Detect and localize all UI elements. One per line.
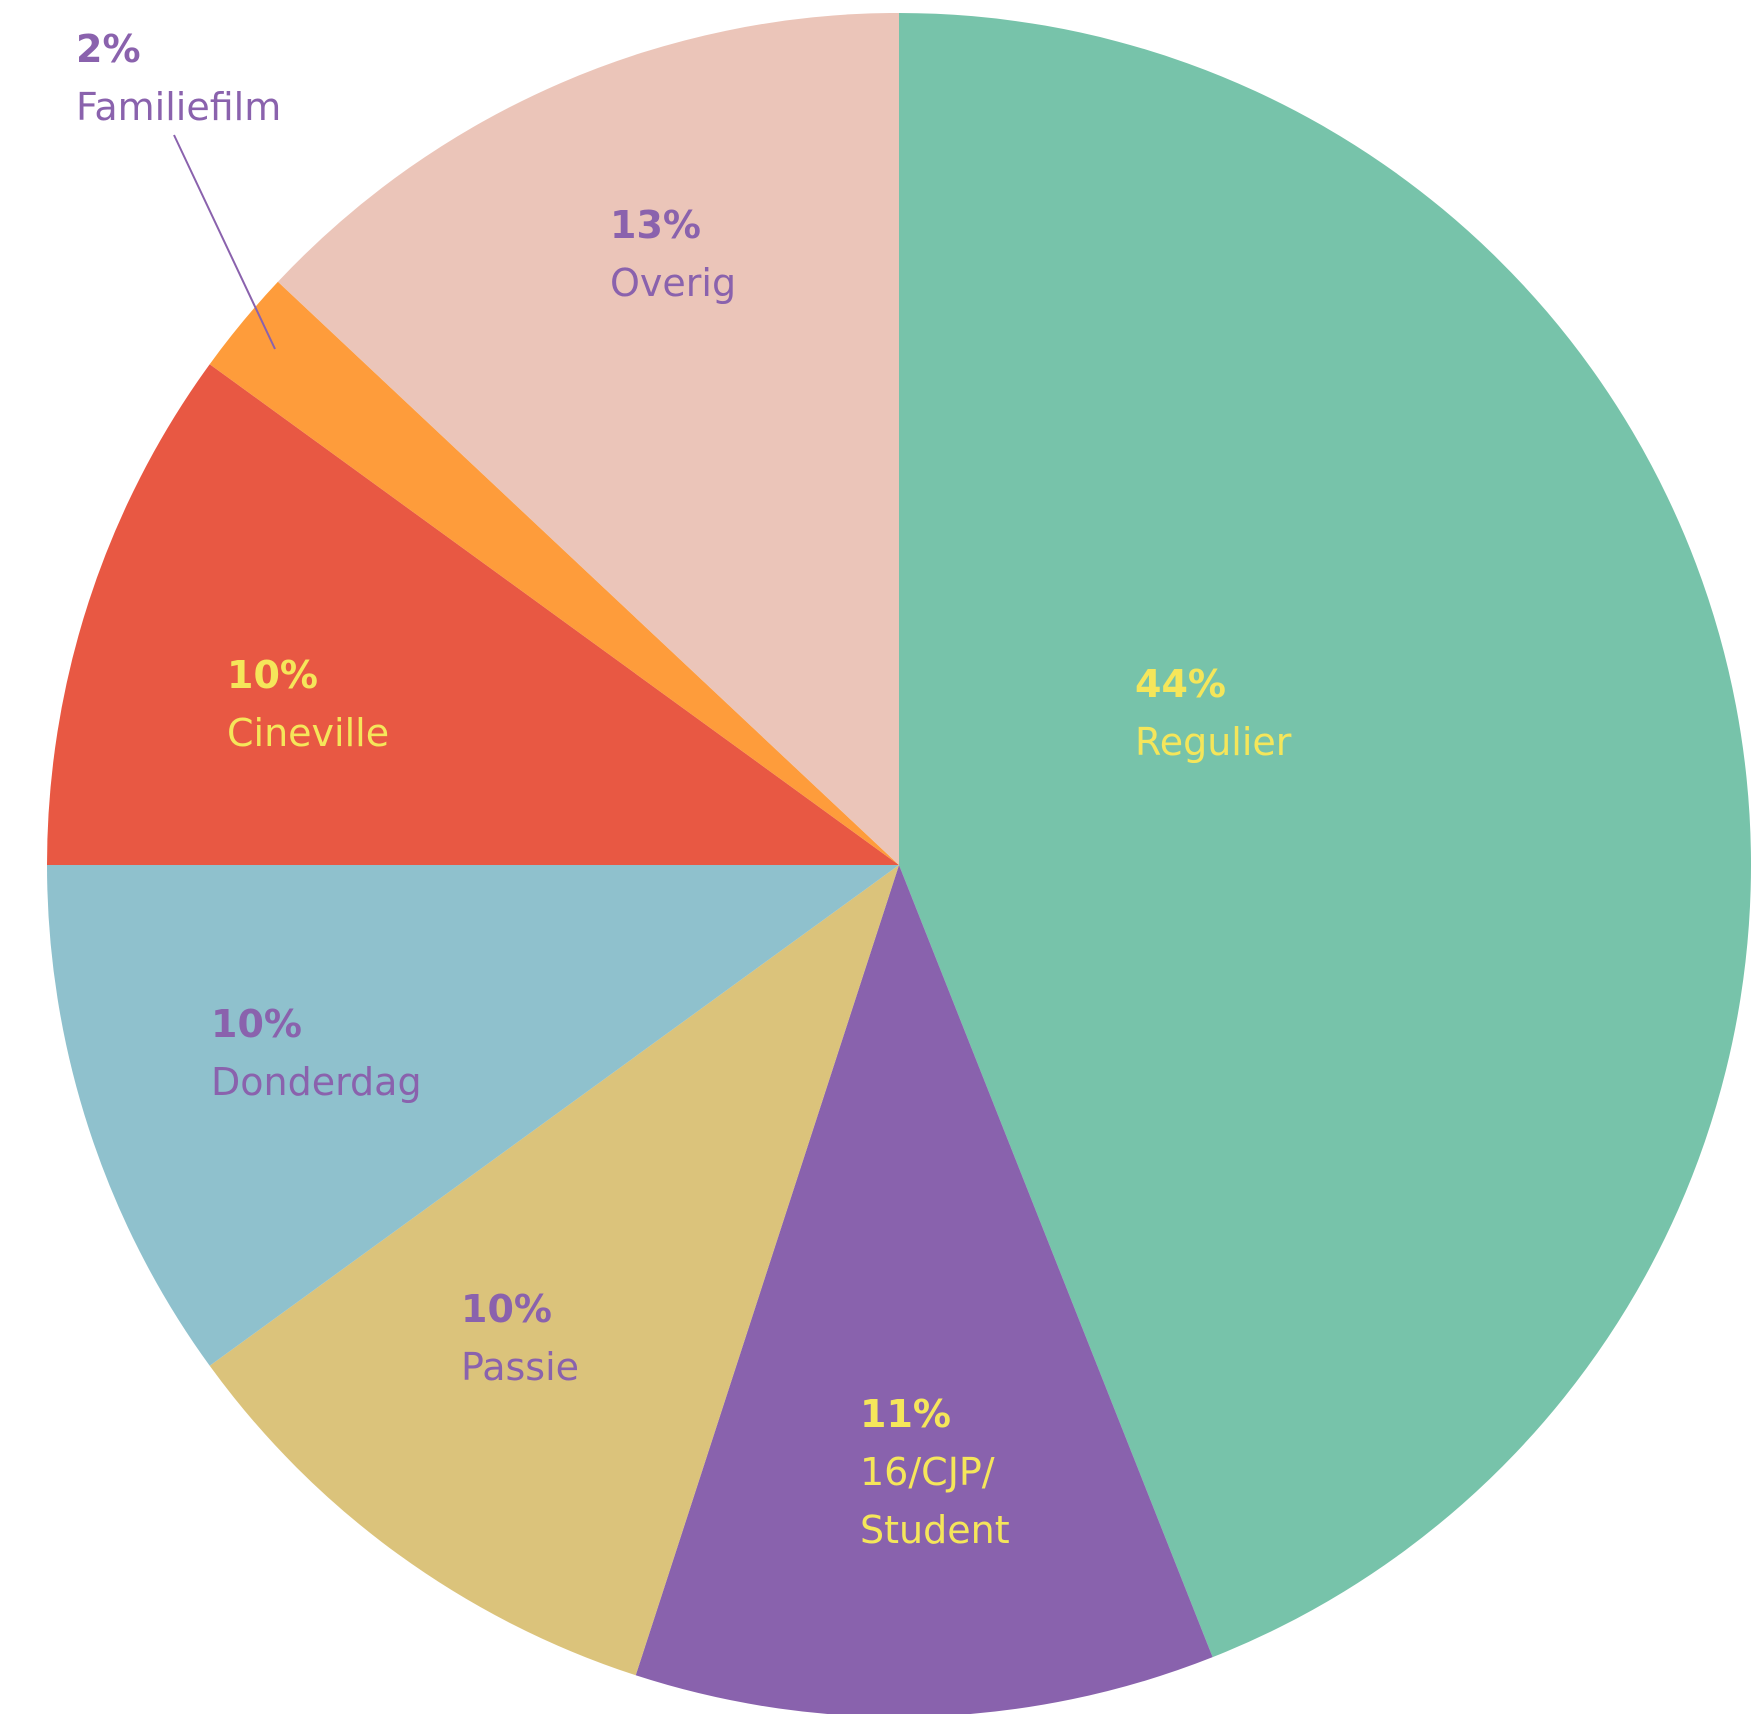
slice-category-label: Cineville [227,711,390,755]
slice-category-label: Passie [461,1345,580,1389]
slice-value-label: 2% [76,27,141,71]
pie-slice [209,865,899,1676]
slice-category-label: Donderdag [211,1060,422,1104]
slice-value-label: 13% [610,203,701,247]
slice-value-label: 10% [211,1002,302,1046]
slice-value-label: 10% [461,1287,552,1331]
slice-category-label: Familiefilm [76,85,282,129]
slice-value-label: 11% [860,1392,951,1436]
pie-slice [899,13,1752,1658]
slice-value-label: 10% [227,653,318,697]
pie-slice [209,281,899,865]
slice-category-label: Overig [610,261,737,305]
slice-category-label: 16/CJP/ Student [860,1450,1010,1552]
pie-slice [277,13,900,865]
pie-slice [635,865,1213,1714]
pie-slice [47,364,899,865]
slice-value-label: 44% [1135,662,1226,706]
slice-category-label: Regulier [1135,720,1292,764]
pie-slice [47,865,899,1366]
leader-line [173,134,276,350]
